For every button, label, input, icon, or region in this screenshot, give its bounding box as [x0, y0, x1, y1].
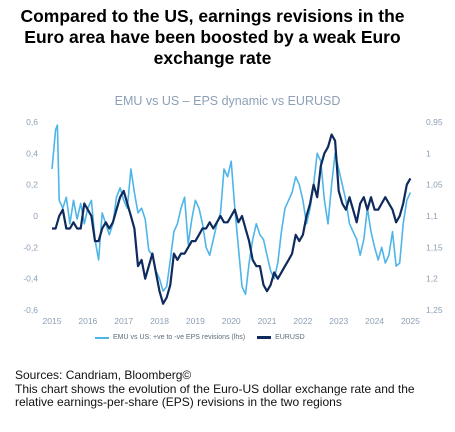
x-axis-tick-label: 2016	[78, 316, 97, 326]
eurusd-line	[52, 133, 412, 305]
chart-plot: 0,6 0,4 0,2 0 -0,2 -0,4 -0,6 0,95 1 1,05 1,1 1,15 1,…	[23, 117, 443, 326]
left-axis-tick-label: 0,6	[26, 117, 38, 127]
x-axis-tick-label: 2015	[43, 316, 62, 326]
x-axis-tick-label: 2024	[365, 316, 384, 326]
x-axis-tick-label: 2021	[258, 316, 277, 326]
x-axis-tick-label: 2022	[293, 316, 312, 326]
x-axis-tick-label: 2018	[150, 316, 169, 326]
right-axis-tick-label: 1,15	[426, 242, 443, 252]
right-axis-tick-label: 1,1	[426, 211, 438, 221]
x-axis-tick-label: 2017	[114, 316, 133, 326]
left-axis-tick-label: -0,4	[23, 274, 38, 284]
legend-item-eurusd: EURUSD	[257, 334, 305, 341]
right-axis-tick-label: 1,2	[426, 274, 438, 284]
legend-swatch-eurusd	[257, 336, 272, 339]
description-note: This chart shows the evolution of the Eu…	[15, 381, 415, 409]
legend-label-eurusd: EURUSD	[275, 334, 305, 341]
headline-line-2: Euro area have been boosted by a weak Eu…	[24, 27, 401, 47]
headline-line-1: Compared to the US, earnings revisions i…	[20, 6, 405, 26]
x-axis-tick-label: 2023	[329, 316, 348, 326]
legend-item-eps: EMU vs US: +ve to -ve EPS revisions (lhs…	[95, 334, 245, 341]
headline-line-3: exchange rate	[153, 48, 272, 68]
left-axis-tick-label: -0,6	[23, 305, 38, 315]
right-axis-tick-label: 1,25	[426, 305, 443, 315]
left-axis-tick-label: 0,4	[26, 148, 38, 158]
legend-swatch-eps	[95, 336, 109, 339]
right-axis-tick-label: 0,95	[426, 117, 443, 127]
chart-notes: Sources: Candriam, Bloomberg© This chart…	[15, 368, 445, 410]
right-axis-tick-label: 1	[426, 148, 431, 158]
eps-revisions-line	[51, 124, 412, 296]
sources-note: Sources: Candriam, Bloomberg©	[15, 368, 192, 382]
x-axis-tick-label: 2020	[222, 316, 241, 326]
left-axis-tick-label: -0,2	[23, 242, 38, 252]
chart-title: EMU vs US – EPS dynamic vs EURUSD	[114, 94, 341, 108]
chart-headline: Compared to the US, earnings revisions i…	[0, 6, 425, 69]
x-axis-tick-label: 2019	[186, 316, 205, 326]
right-axis-tick-label: 1,05	[426, 180, 443, 190]
left-axis-tick-label: 0,2	[26, 180, 38, 190]
chart-legend: EMU vs US: +ve to -ve EPS revisions (lhs…	[95, 334, 317, 341]
legend-label-eps: EMU vs US: +ve to -ve EPS revisions (lhs…	[113, 334, 246, 341]
x-axis-tick-label: 2025	[401, 316, 420, 326]
left-axis-tick-label: 0	[33, 211, 38, 221]
